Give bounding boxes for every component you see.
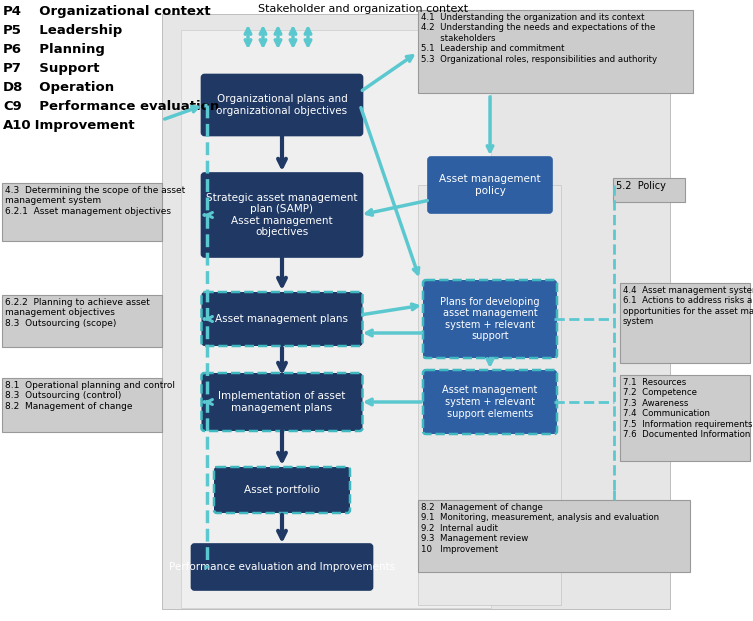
Text: Plans for developing
asset management
system + relevant
support: Plans for developing asset management sy… [441,297,540,342]
Bar [418,10,693,93]
Text: 8.1  Operational planning and control
8.3  Outsourcing (control)
8.2  Management: 8.1 Operational planning and control 8.3… [5,381,175,411]
Text: Asset management
policy: Asset management policy [439,175,541,196]
Bar [418,500,690,572]
FancyBboxPatch shape [423,280,557,358]
Text: Planning: Planning [30,43,105,56]
Text: Strategic asset management
plan (SAMP)
Asset management
objectives: Strategic asset management plan (SAMP) A… [206,193,358,237]
Text: Asset portfolio: Asset portfolio [244,485,320,495]
Text: 8.2  Management of change
9.1  Monitoring, measurement, analysis and evaluation
: 8.2 Management of change 9.1 Monitoring,… [421,503,659,553]
FancyBboxPatch shape [423,370,557,434]
FancyBboxPatch shape [428,157,552,213]
Text: Operation: Operation [30,81,114,94]
Bar [162,14,670,609]
Text: Support: Support [30,62,99,75]
Text: Organizational context: Organizational context [30,5,211,18]
Text: P7: P7 [3,62,22,75]
Bar [2,378,162,432]
Text: Performance evaluation and Improvements: Performance evaluation and Improvements [169,562,395,572]
Text: 4.1  Understanding the organization and its context
4.2  Understanding the needs: 4.1 Understanding the organization and i… [421,13,657,63]
Text: Implementation of asset
management plans: Implementation of asset management plans [218,391,346,413]
Bar [181,30,491,608]
Text: Asset management plans: Asset management plans [215,314,349,324]
FancyBboxPatch shape [202,292,362,346]
Text: P4: P4 [3,5,22,18]
FancyBboxPatch shape [191,544,373,590]
Text: A10: A10 [3,119,32,132]
Text: 4.4  Asset management system
6.1  Actions to address risks and
opportunities for: 4.4 Asset management system 6.1 Actions … [623,286,753,326]
Bar [613,178,685,202]
FancyBboxPatch shape [214,467,350,513]
Bar [620,375,750,461]
Text: Improvement: Improvement [30,119,135,132]
Text: P5: P5 [3,24,22,37]
Text: Leadership: Leadership [30,24,122,37]
Bar [418,185,561,605]
Text: 7.1  Resources
7.2  Competence
7.3  Awareness
7.4  Communication
7.5  Informatio: 7.1 Resources 7.2 Competence 7.3 Awarene… [623,378,752,439]
Text: P6: P6 [3,43,22,56]
FancyBboxPatch shape [202,373,362,431]
FancyBboxPatch shape [202,173,362,257]
Text: D8: D8 [3,81,23,94]
Text: Asset management
system + relevant
support elements: Asset management system + relevant suppo… [442,386,538,419]
Text: 5.2  Policy: 5.2 Policy [616,181,666,191]
Text: Organizational plans and
organizational objectives: Organizational plans and organizational … [216,94,348,116]
Text: Stakeholder and organization context: Stakeholder and organization context [258,4,468,14]
Text: 4.3  Determining the scope of the asset
management system
6.2.1  Asset managemen: 4.3 Determining the scope of the asset m… [5,186,185,216]
Text: 6.2.2  Planning to achieve asset
management objectives
8.3  Outsourcing (scope): 6.2.2 Planning to achieve asset manageme… [5,298,150,328]
Bar [2,183,162,241]
Bar [2,295,162,347]
Text: C9: C9 [3,100,22,113]
FancyBboxPatch shape [202,75,362,135]
Text: Performance evaluation: Performance evaluation [30,100,219,113]
Bar [620,283,750,363]
